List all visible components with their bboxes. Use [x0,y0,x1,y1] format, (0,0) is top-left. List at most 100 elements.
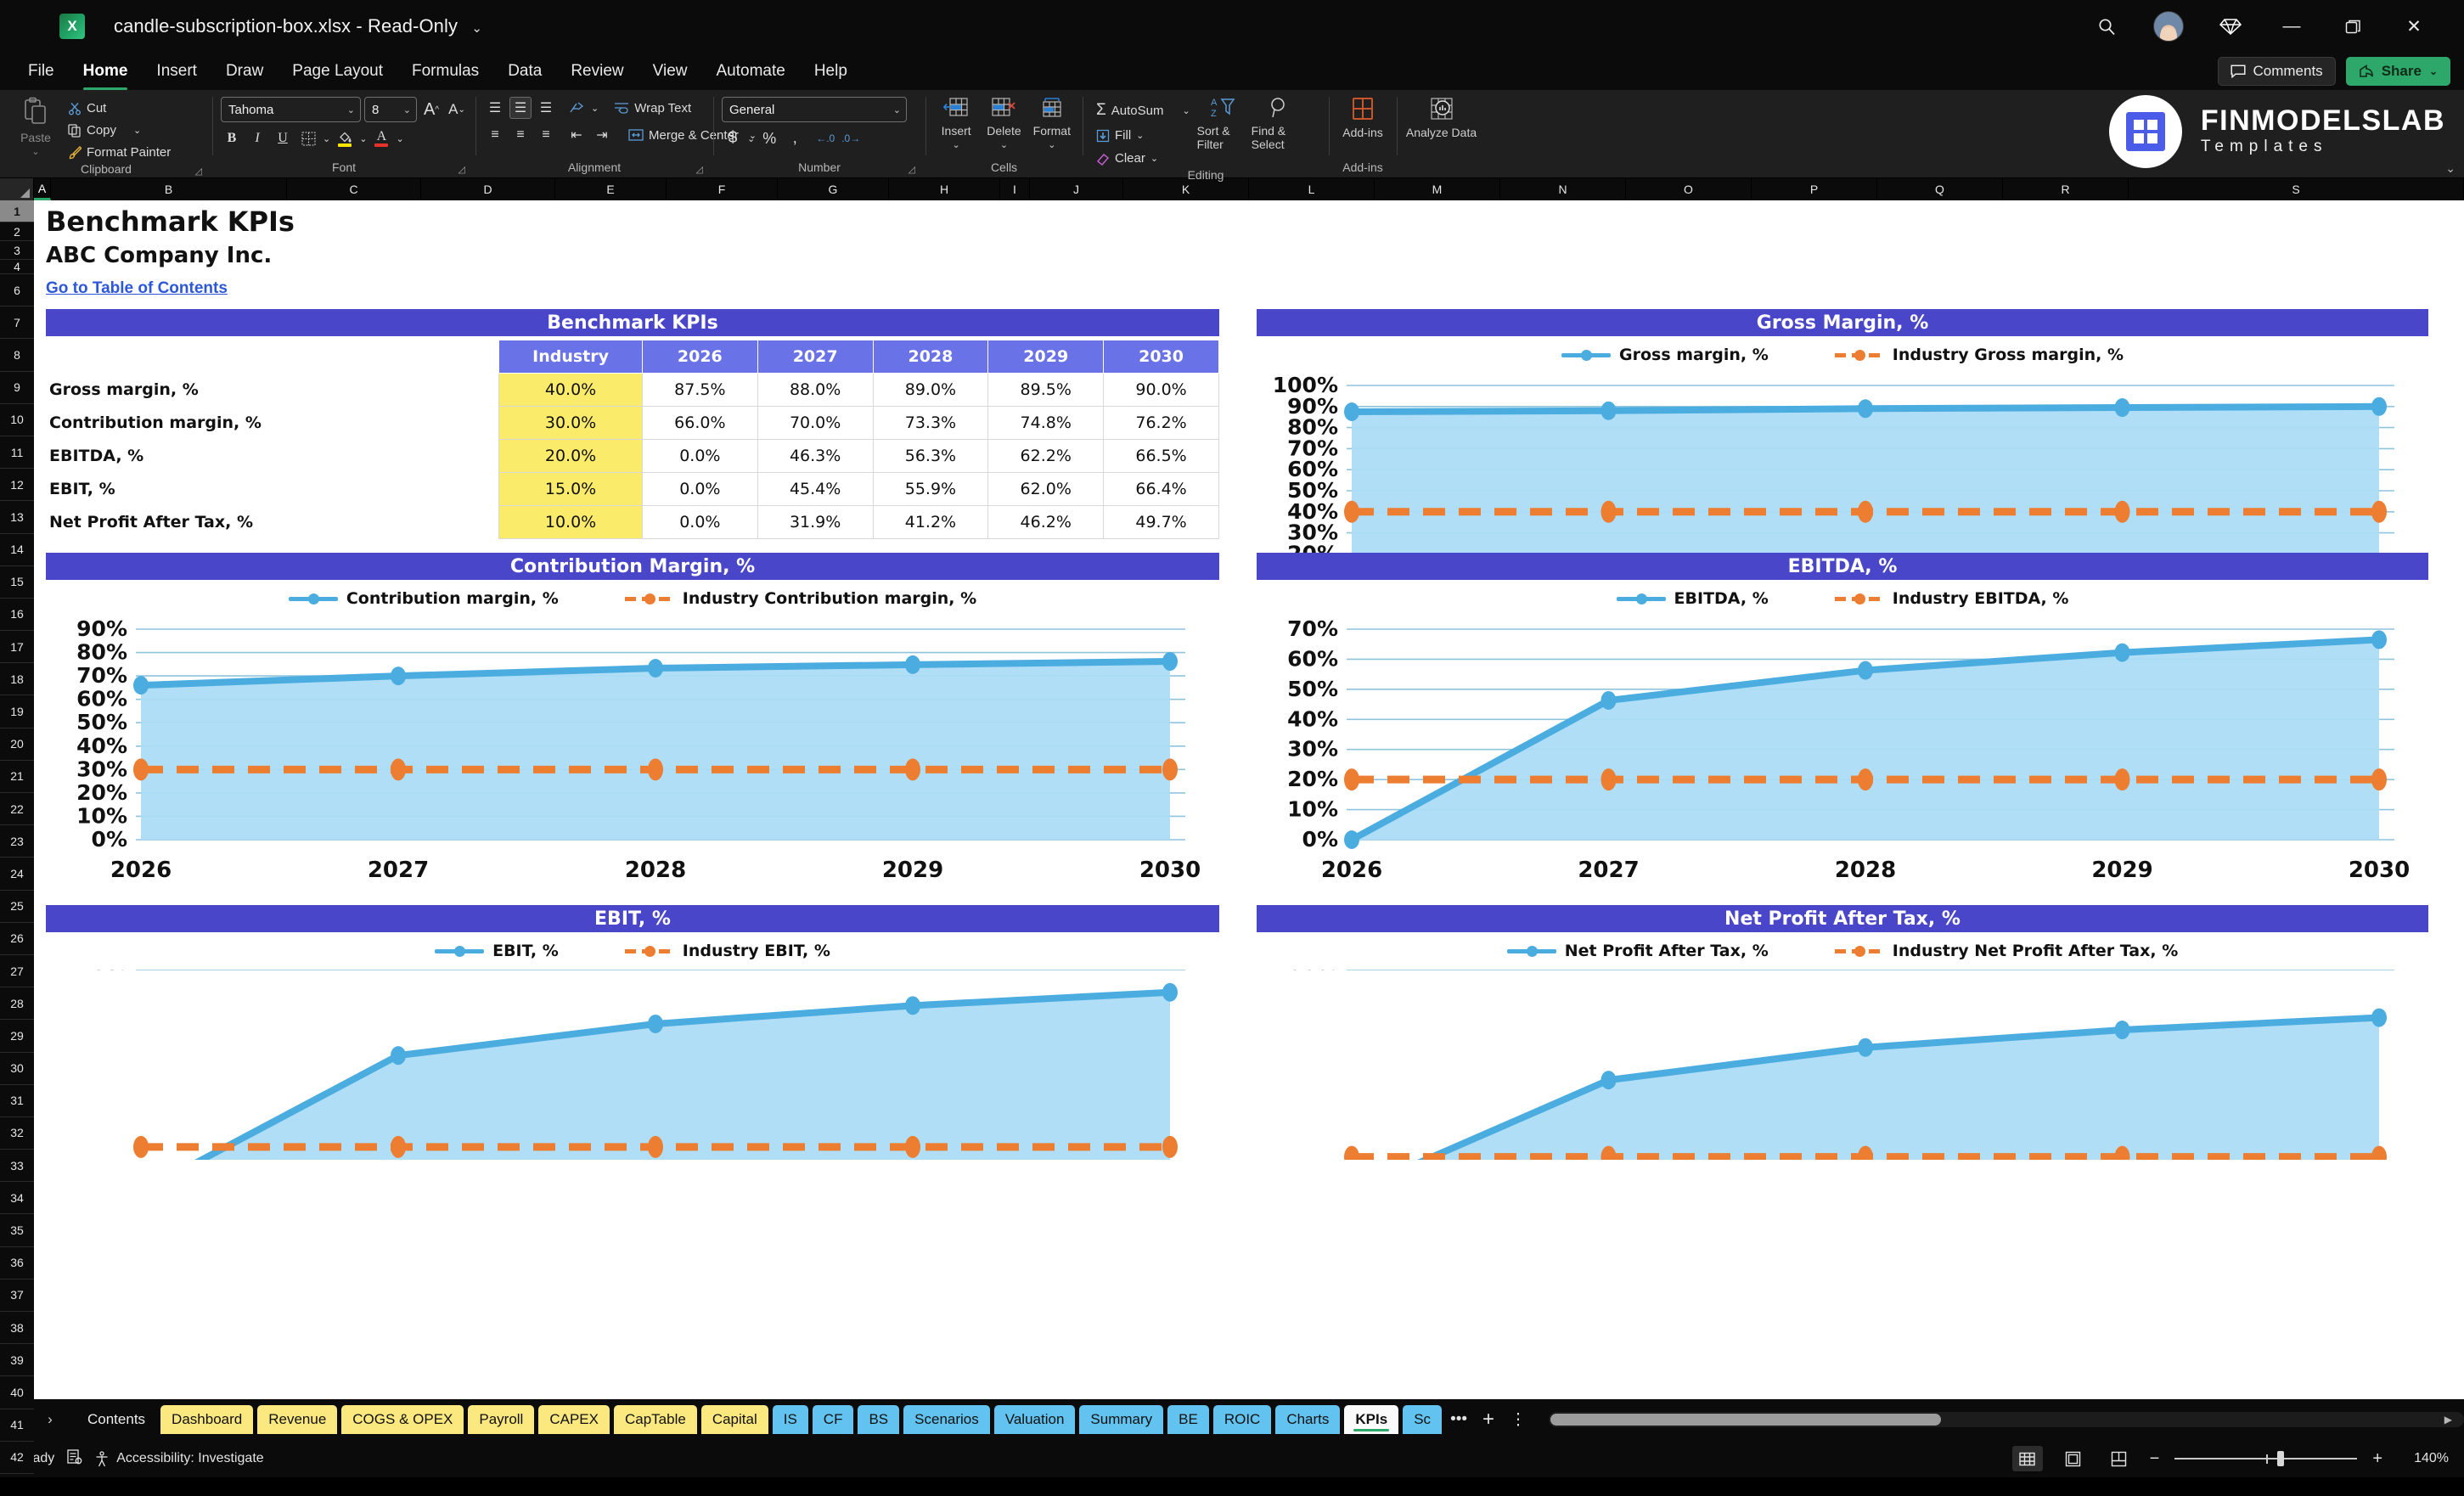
page-break-preview-button[interactable] [2104,1446,2135,1471]
legend-item-industry[interactable]: Industry Net Profit After Tax, % [1834,942,2178,960]
data-point[interactable] [133,758,149,781]
align-middle-button[interactable]: ☰ [509,97,532,119]
row-header-25[interactable]: 25 [0,890,34,923]
paste-button[interactable]: Paste ⌄ [8,97,63,157]
dialog-launcher-icon[interactable]: ◿ [458,165,465,175]
sheet-tab-roic[interactable]: ROIC [1212,1405,1272,1434]
cell-2026[interactable]: 66.0% [641,406,758,440]
column-header-R[interactable]: R [2003,178,2129,200]
analyze-data-button[interactable]: Analyze Data [1405,97,1477,139]
autosum-button[interactable]: Σ AutoSum ⌄ [1091,98,1195,122]
data-point[interactable] [2114,768,2130,791]
sheet-tab-bs[interactable]: BS [858,1405,900,1434]
sheet-tab-capital[interactable]: Capital [700,1405,768,1434]
row-header-40[interactable]: 40 [0,1376,34,1409]
wrap-text-button[interactable]: Wrap Text [609,98,696,118]
data-point[interactable] [1162,652,1178,672]
align-bottom-button[interactable]: ☰ [539,101,553,115]
column-header-B[interactable]: B [51,178,287,200]
chevron-down-icon[interactable]: ⌄ [591,103,599,114]
row-header-30[interactable]: 30 [0,1052,34,1085]
sheet-tab-charts[interactable]: Charts [1275,1405,1341,1434]
cell-2027[interactable]: 46.3% [757,439,874,473]
ribbon-tab-help[interactable]: Help [813,62,847,80]
delete-cells-button[interactable]: Delete ⌄ [982,97,1026,150]
sheet-tab-be[interactable]: BE [1167,1405,1209,1434]
data-point[interactable] [2371,1008,2387,1027]
chevron-down-icon[interactable]: ⌄ [1150,154,1159,164]
sheet-options-button[interactable]: ⋮ [1510,1410,1527,1429]
chevron-down-icon[interactable]: ⌄ [396,133,404,144]
chart-contribution-margin[interactable]: Contribution Margin, % Contribution marg… [46,553,1219,892]
data-point[interactable] [1858,768,1873,791]
row-header-34[interactable]: 34 [0,1182,34,1215]
data-point[interactable] [905,758,920,781]
cell-2030[interactable]: 90.0% [1103,373,1219,407]
row-header-24[interactable]: 24 [0,858,34,891]
cell-2028[interactable]: 89.0% [872,373,989,407]
cell-industry[interactable]: 15.0% [498,472,643,506]
column-header-I[interactable]: I [1000,178,1030,200]
bold-button[interactable]: B [227,131,237,145]
worksheet-kpis[interactable]: Benchmark KPIs ABC Company Inc. Go to Ta… [34,200,2464,1399]
data-point[interactable] [1600,690,1617,710]
data-point[interactable] [391,758,406,781]
data-point[interactable] [1162,758,1178,781]
number-format-select[interactable]: General ⌄ [722,97,907,122]
table-row[interactable]: Net Profit After Tax, % 10.0% 0.0% 31.9%… [46,505,1219,539]
cell-industry[interactable]: 10.0% [498,505,643,539]
data-point[interactable] [133,1135,149,1158]
column-header-E[interactable]: E [555,178,667,200]
column-header-F[interactable]: F [667,178,778,200]
cell-2027[interactable]: 45.4% [757,472,874,506]
data-point[interactable] [1858,661,1873,680]
align-right-button[interactable]: ≡ [542,127,550,142]
dialog-launcher-icon[interactable]: ◿ [908,165,915,175]
font-name-select[interactable]: Tahoma ⌄ [221,97,361,122]
row-header-36[interactable]: 36 [0,1246,34,1279]
ribbon-tab-automate[interactable]: Automate [716,62,785,80]
data-point[interactable] [905,996,920,1015]
sheet-tab-sc[interactable]: Sc [1403,1405,1443,1434]
cell-2026[interactable]: 0.0% [641,472,758,506]
row-header-8[interactable]: 8 [0,339,34,372]
table-header-2029[interactable]: 2029 [987,340,1105,374]
ribbon-tab-review[interactable]: Review [571,62,624,80]
row-header-38[interactable]: 38 [0,1312,34,1345]
page-layout-view-button[interactable] [2058,1446,2089,1471]
row-header-9[interactable]: 9 [0,371,34,404]
chevron-down-icon[interactable]: ⌄ [1136,131,1145,141]
decrease-decimal-button[interactable]: .0→ [841,132,861,144]
format-painter-button[interactable]: Format Painter [63,143,176,162]
orientation-button[interactable] [565,97,588,119]
data-point[interactable] [2371,630,2387,650]
data-point[interactable] [1858,1145,1873,1160]
cell-industry[interactable]: 20.0% [498,439,643,473]
data-point[interactable] [2371,396,2387,416]
chevron-down-icon[interactable]: ⌄ [2428,65,2438,77]
zoom-in-button[interactable]: + [2372,1448,2382,1468]
add-sheet-button[interactable]: + [1482,1408,1495,1431]
sheet-tab-cogs-opex[interactable]: COGS & OPEX [341,1405,464,1434]
row-header-37[interactable]: 37 [0,1279,34,1312]
increase-decimal-button[interactable]: ←.0 [816,132,835,144]
chevron-down-icon[interactable]: ⌄ [748,130,757,141]
data-point[interactable] [1344,1145,1359,1160]
align-center-button[interactable]: ≡ [516,127,525,142]
copy-button[interactable]: Copy ⌄ [63,121,176,140]
cell-2029[interactable]: 74.8% [987,406,1105,440]
sheet-tab-cf[interactable]: CF [812,1405,854,1434]
row-header-4[interactable]: 4 [0,260,34,274]
column-header-P[interactable]: P [1752,178,1877,200]
row-header-27[interactable]: 27 [0,954,34,988]
data-point[interactable] [1162,982,1178,1002]
table-header-2028[interactable]: 2028 [872,340,989,374]
ribbon-tab-data[interactable]: Data [508,62,543,80]
chevron-down-icon[interactable]: ⌄ [31,147,40,157]
zoom-slider[interactable] [2174,1450,2358,1467]
decrease-indent-button[interactable]: ⇤ [571,128,582,143]
sheet-tab-captable[interactable]: CapTable [613,1405,697,1434]
row-header-20[interactable]: 20 [0,728,34,761]
column-header-J[interactable]: J [1030,178,1123,200]
legend-item-series[interactable]: Contribution margin, % [288,589,559,608]
